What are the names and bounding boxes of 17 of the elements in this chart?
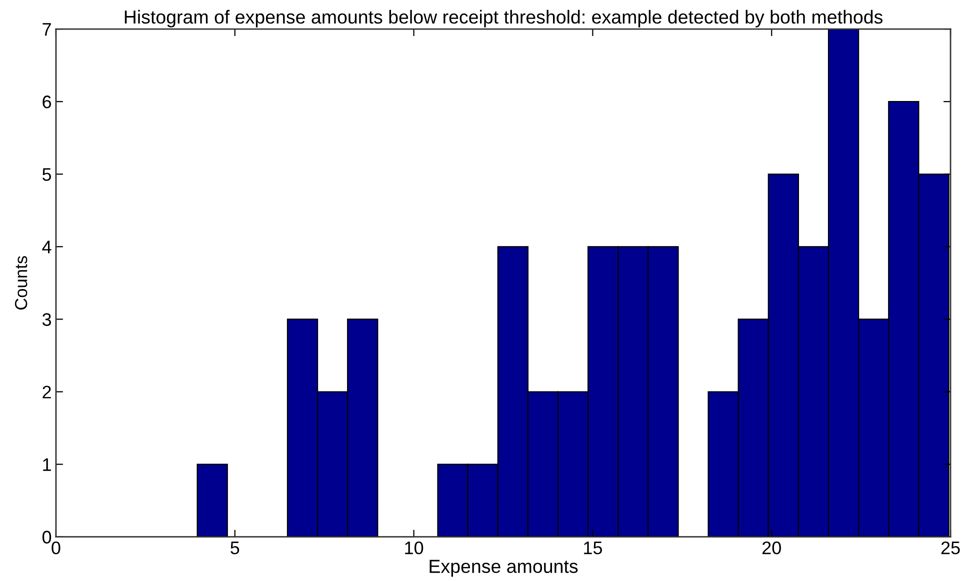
x-tick-label: 0 xyxy=(52,541,60,554)
x-tick-label: 25 xyxy=(941,541,960,554)
y-tick-label: 2 xyxy=(42,386,51,398)
y-axis-title: Counts xyxy=(14,256,28,310)
y-tick-label: 4 xyxy=(42,240,52,254)
y-tick-label: 1 xyxy=(43,458,51,471)
x-tick-label: 10 xyxy=(405,541,424,554)
y-tick-label: 5 xyxy=(42,168,52,181)
x-tick-label: 5 xyxy=(230,542,240,554)
x-tick-label: 15 xyxy=(584,542,602,554)
y-tick-label: 3 xyxy=(42,313,52,326)
y-tick-label: 6 xyxy=(42,96,52,108)
x-axis-title: Expense amounts xyxy=(430,560,578,577)
y-tick-label: 0 xyxy=(42,530,52,544)
chart-title: Histogram of expense amounts below receipt threshold: example detected by both methods xyxy=(124,10,882,28)
y-tick-label: 7 xyxy=(42,23,51,36)
x-tick-label: 20 xyxy=(762,541,781,554)
